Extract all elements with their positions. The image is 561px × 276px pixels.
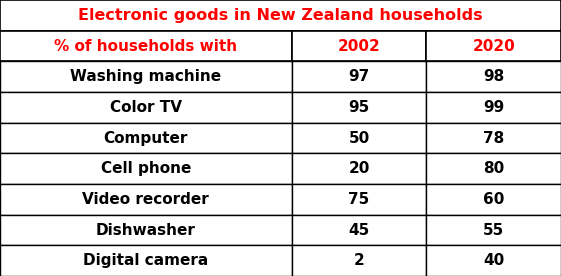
- Bar: [426, 61, 561, 92]
- Text: 45: 45: [348, 222, 370, 238]
- Text: Dishwasher: Dishwasher: [96, 222, 196, 238]
- Text: Electronic goods in New Zealand households: Electronic goods in New Zealand househol…: [78, 8, 483, 23]
- Text: 60: 60: [483, 192, 504, 207]
- Text: 95: 95: [348, 100, 370, 115]
- Text: 99: 99: [483, 100, 504, 115]
- Bar: [292, 245, 426, 276]
- Bar: [426, 153, 561, 184]
- Text: 78: 78: [483, 131, 504, 145]
- Text: 80: 80: [483, 161, 504, 176]
- Bar: [0, 123, 292, 153]
- Text: 2002: 2002: [338, 38, 380, 54]
- Bar: [292, 92, 426, 123]
- Bar: [0, 0, 561, 31]
- Bar: [0, 153, 292, 184]
- Bar: [0, 215, 292, 245]
- Text: Video recorder: Video recorder: [82, 192, 209, 207]
- Bar: [0, 92, 292, 123]
- Bar: [426, 92, 561, 123]
- Bar: [426, 184, 561, 215]
- Bar: [0, 184, 292, 215]
- Bar: [426, 215, 561, 245]
- Text: Digital camera: Digital camera: [83, 253, 209, 268]
- Bar: [0, 31, 292, 61]
- Bar: [292, 123, 426, 153]
- Text: Washing machine: Washing machine: [70, 69, 222, 84]
- Text: Computer: Computer: [104, 131, 188, 145]
- Text: 55: 55: [483, 222, 504, 238]
- Text: 2: 2: [353, 253, 365, 268]
- Bar: [426, 123, 561, 153]
- Bar: [426, 31, 561, 61]
- Text: 50: 50: [348, 131, 370, 145]
- Text: 97: 97: [348, 69, 370, 84]
- Text: 75: 75: [348, 192, 370, 207]
- Text: 40: 40: [483, 253, 504, 268]
- Bar: [0, 245, 292, 276]
- Bar: [292, 61, 426, 92]
- Bar: [0, 61, 292, 92]
- Bar: [426, 245, 561, 276]
- Text: 2020: 2020: [472, 38, 515, 54]
- Text: % of households with: % of households with: [54, 38, 237, 54]
- Bar: [292, 153, 426, 184]
- Text: Cell phone: Cell phone: [100, 161, 191, 176]
- Text: 20: 20: [348, 161, 370, 176]
- Bar: [292, 31, 426, 61]
- Bar: [292, 184, 426, 215]
- Text: Color TV: Color TV: [110, 100, 182, 115]
- Bar: [292, 215, 426, 245]
- Text: 98: 98: [483, 69, 504, 84]
